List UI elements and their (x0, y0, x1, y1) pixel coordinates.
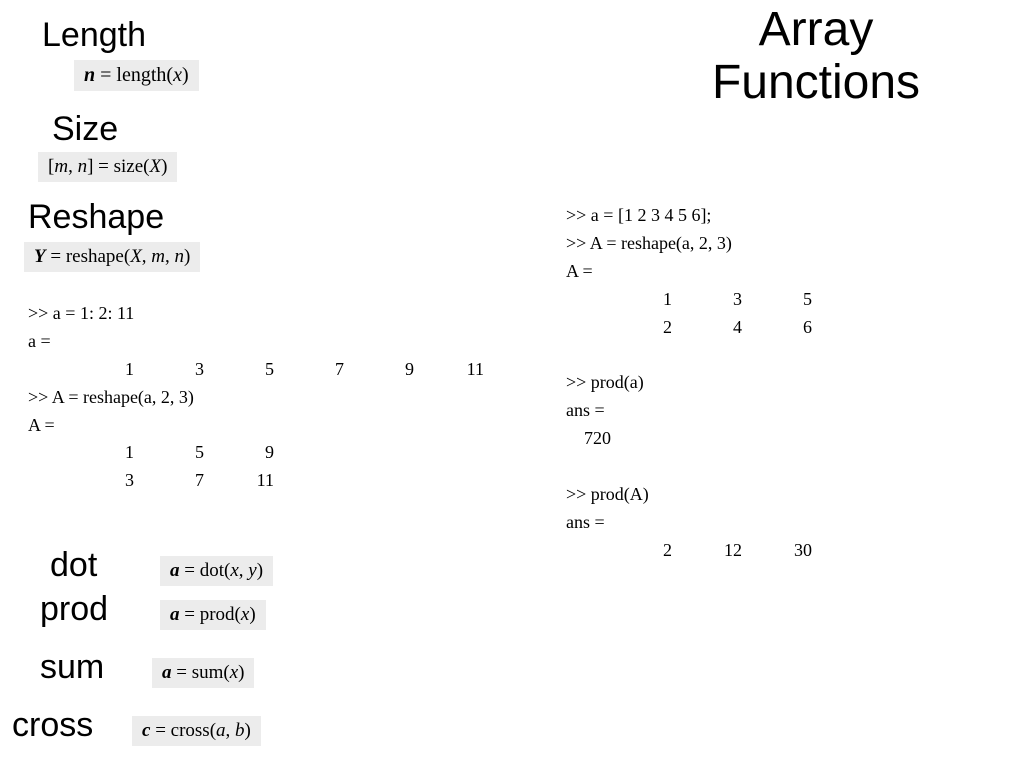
dot-label: dot (50, 546, 97, 585)
output-cell: 5 (204, 356, 274, 384)
code-line: >> prod(a) (566, 369, 812, 397)
reshape-formula: Y = reshape(X, m, n) (24, 242, 200, 272)
output-cell: 5 (742, 286, 812, 314)
output-cell: 12 (672, 537, 742, 565)
output-cell: 7 (274, 356, 344, 384)
output-cell: 7 (134, 467, 204, 495)
size-label: Size (52, 110, 118, 149)
code-line: >> prod(A) (566, 481, 812, 509)
output-cell: 2 (602, 314, 672, 342)
output-row: 21230 (566, 537, 812, 565)
output-cell: 11 (204, 467, 274, 495)
output-cell: 1 (602, 286, 672, 314)
output-row: 3711 (28, 467, 484, 495)
output-cell: 3 (134, 356, 204, 384)
output-cell: 11 (414, 356, 484, 384)
output-cell: 3 (64, 467, 134, 495)
output-row: 246 (566, 314, 812, 342)
prod-formula: a = prod(x) (160, 600, 266, 630)
output-cell: 9 (344, 356, 414, 384)
sum-formula: a = sum(x) (152, 658, 254, 688)
code-line: a = (28, 328, 484, 356)
reshape-label: Reshape (28, 198, 164, 237)
output-cell: 4 (672, 314, 742, 342)
output-row: 135 (566, 286, 812, 314)
page-title: ArrayFunctions (656, 4, 976, 110)
output-row: 1357911 (28, 356, 484, 384)
output-cell: 6 (742, 314, 812, 342)
code-line: >> A = reshape(a, 2, 3) (28, 384, 484, 412)
output-cell: 9 (204, 439, 274, 467)
code-line: A = (28, 412, 484, 440)
cross-formula: c = cross(a, b) (132, 716, 261, 746)
cross-label: cross (12, 706, 93, 745)
prod-label: prod (40, 590, 108, 629)
blank-line (566, 453, 812, 481)
code-line: >> a = 1: 2: 11 (28, 300, 484, 328)
output-row: 159 (28, 439, 484, 467)
output-cell: 3 (672, 286, 742, 314)
length-label: Length (42, 16, 146, 55)
title-line-2: Functions (656, 57, 976, 110)
code-line: 720 (566, 425, 812, 453)
code-line: ans = (566, 509, 812, 537)
length-formula: n = length(x) (74, 60, 199, 91)
dot-formula: a = dot(x, y) (160, 556, 273, 586)
code-line: ans = (566, 397, 812, 425)
title-line-1: Array (656, 4, 976, 57)
output-cell: 30 (742, 537, 812, 565)
example-right: >> a = [1 2 3 4 5 6];>> A = reshape(a, 2… (566, 202, 812, 565)
size-formula: [m, n] = size(X) (38, 152, 177, 182)
output-cell: 1 (64, 356, 134, 384)
output-cell: 1 (64, 439, 134, 467)
output-cell: 2 (602, 537, 672, 565)
code-line: >> a = [1 2 3 4 5 6]; (566, 202, 812, 230)
sum-label: sum (40, 648, 104, 687)
output-cell: 5 (134, 439, 204, 467)
blank-line (566, 341, 812, 369)
code-line: >> A = reshape(a, 2, 3) (566, 230, 812, 258)
code-line: A = (566, 258, 812, 286)
example-left: >> a = 1: 2: 11a =1357911>> A = reshape(… (28, 300, 484, 495)
